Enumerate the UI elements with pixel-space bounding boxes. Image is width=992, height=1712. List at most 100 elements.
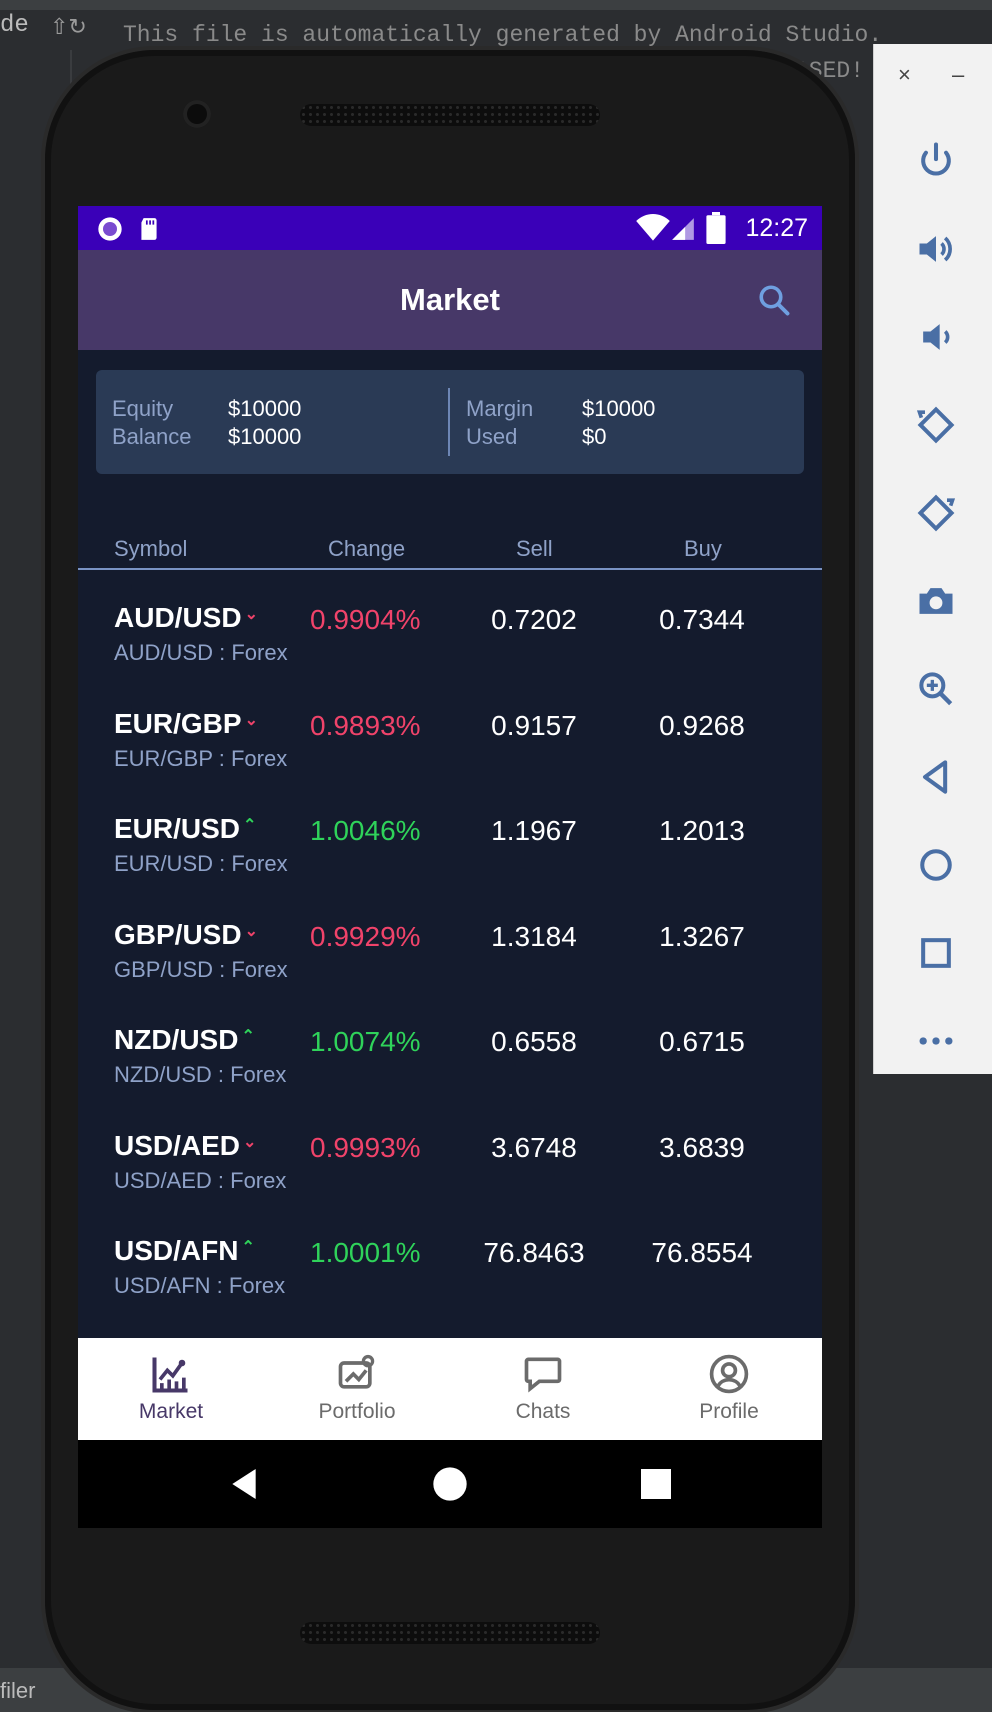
table-row[interactable]: EUR/USD ⌃ EUR/USD : Forex 1.0046% 1.1967 … <box>78 781 822 887</box>
ide-code-line: This file is automatically generated by … <box>123 22 883 48</box>
page-title: Market <box>400 282 500 317</box>
change-value: 0.9929% <box>310 920 421 952</box>
ide-left-text: de <box>0 12 29 39</box>
symbol-market: AUD/USD : Forex <box>114 640 288 665</box>
buy-price: 3.6839 <box>659 1131 745 1163</box>
trend-arrow-icon: ⌄ <box>244 606 258 623</box>
symbol-name: EUR/GBP ⌄ <box>114 707 258 739</box>
change-value: 0.9993% <box>310 1131 421 1163</box>
header-sell: Sell <box>516 536 553 561</box>
change-value: 1.0074% <box>310 1026 421 1057</box>
top-speaker <box>300 104 600 126</box>
header-change: Change <box>328 536 406 561</box>
balance-value: $10000 <box>228 424 302 449</box>
zoom-icon[interactable] <box>911 664 961 714</box>
sell-price: 1.1967 <box>491 815 577 846</box>
table-row[interactable]: EUR/GBP ⌄ EUR/GBP : Forex 0.9893% 0.9157 … <box>78 676 822 782</box>
wifi-icon <box>636 214 670 241</box>
table-row[interactable]: GBP/USD ⌄ GBP/USD : Forex 0.9929% 1.3184 … <box>78 887 822 993</box>
rotate-right-icon[interactable] <box>911 488 961 538</box>
table-header: Symbol Change Sell Buy <box>78 526 822 570</box>
front-camera <box>183 100 211 128</box>
status-bar: 12:27 <box>78 206 822 250</box>
symbol-name: EUR/USD ⌃ <box>114 813 257 844</box>
signal-icon <box>672 218 694 240</box>
record-icon <box>98 217 122 241</box>
system-overview-icon[interactable] <box>636 1464 676 1504</box>
power-icon[interactable] <box>911 136 961 186</box>
used-value: $0 <box>582 424 607 449</box>
nav-label: Portfolio <box>318 1400 396 1423</box>
overview-icon[interactable] <box>911 928 961 978</box>
symbol-market: USD/AED : Forex <box>114 1167 287 1193</box>
nav-label: Chats <box>515 1400 571 1423</box>
buy-price: 1.2013 <box>659 815 745 846</box>
buy-price: 0.9268 <box>659 709 745 741</box>
buy-price: 0.6715 <box>659 1026 745 1057</box>
header-symbol: Symbol <box>114 536 188 561</box>
table-row[interactable]: NZD/USD ⌃ NZD/USD : Forex 1.0074% 0.6558 … <box>78 992 822 1098</box>
symbol-name: AUD/USD ⌄ <box>114 602 258 633</box>
bottom-speaker <box>300 1622 600 1644</box>
equity-value: $10000 <box>228 396 302 421</box>
sell-price: 1.3184 <box>491 920 577 952</box>
margin-label: Margin <box>466 396 534 421</box>
portfolio-icon <box>338 1354 375 1389</box>
system-back-icon[interactable] <box>224 1464 264 1504</box>
table-row[interactable]: USD/AED ⌄ USD/AED : Forex 0.9993% 3.6748 … <box>78 1098 822 1204</box>
sd-card-icon <box>141 218 157 240</box>
nav-label: Profile <box>699 1400 759 1423</box>
search-icon[interactable] <box>756 282 792 318</box>
sell-price: 0.9157 <box>491 709 577 741</box>
table-row[interactable]: USD/AFN ⌃ USD/AFN : Forex 1.0001% 76.8463… <box>78 1203 822 1309</box>
nav-profile[interactable]: Profile <box>636 1348 822 1438</box>
phone-screen: 12:27 Market Equity $10000 Balance $1000… <box>78 206 822 1528</box>
status-time: 12:27 <box>745 214 808 242</box>
nav-chats[interactable]: Chats <box>450 1348 636 1438</box>
symbol-market: USD/AFN : Forex <box>114 1273 286 1298</box>
symbol-name: NZD/USD ⌃ <box>114 1024 255 1055</box>
camera-icon[interactable] <box>911 576 961 626</box>
symbol-name: USD/AED ⌄ <box>114 1129 257 1161</box>
change-value: 0.9893% <box>310 709 421 741</box>
home-icon[interactable] <box>911 840 961 890</box>
change-value: 0.9904% <box>310 604 421 635</box>
nav-market[interactable]: Market <box>78 1348 264 1438</box>
minimize-icon[interactable]: – <box>952 62 965 87</box>
chart-icon <box>152 1357 188 1393</box>
buy-price: 76.8554 <box>651 1237 753 1268</box>
nav-portfolio[interactable]: Portfolio <box>264 1348 450 1438</box>
symbol-name: USD/AFN ⌃ <box>114 1235 255 1266</box>
sell-price: 76.8463 <box>483 1237 585 1268</box>
symbol-market: EUR/USD : Forex <box>114 851 288 876</box>
volume-down-icon[interactable] <box>911 312 961 362</box>
rotate-left-icon[interactable] <box>911 400 961 450</box>
system-home-icon[interactable] <box>430 1464 470 1504</box>
trend-arrow-icon: ⌄ <box>243 1133 257 1151</box>
buy-price: 0.7344 <box>659 604 745 635</box>
account-summary: Equity $10000 Balance $10000 Margin $100… <box>96 370 804 474</box>
ide-git-icons[interactable]: ⇧↻ <box>50 14 87 39</box>
volume-up-icon[interactable] <box>911 224 961 274</box>
ide-bottom-text: filer <box>0 1678 36 1703</box>
more-icon[interactable] <box>911 1016 961 1066</box>
header-buy: Buy <box>684 536 722 561</box>
symbol-market: EUR/GBP : Forex <box>114 745 288 771</box>
symbol-market: NZD/USD : Forex <box>114 1062 287 1087</box>
symbol-market: GBP/USD : Forex <box>114 956 288 982</box>
table-row[interactable]: AUD/USD ⌄ AUD/USD : Forex 0.9904% 0.7202 … <box>78 570 822 676</box>
trend-arrow-icon: ⌃ <box>241 1239 255 1256</box>
battery-icon <box>706 212 726 244</box>
market-list: AUD/USD ⌄ AUD/USD : Forex 0.9904% 0.7202 … <box>78 570 822 1309</box>
bottom-navigation: Market Portfolio Chats Profile <box>78 1338 822 1440</box>
emulator-toolbar: × – <box>873 44 992 1074</box>
sell-price: 0.6558 <box>491 1026 577 1057</box>
trend-arrow-icon: ⌄ <box>244 922 258 940</box>
close-icon[interactable]: × <box>898 62 911 87</box>
summary-divider <box>448 388 450 456</box>
profile-icon <box>709 1354 749 1394</box>
back-icon[interactable] <box>911 752 961 802</box>
trend-arrow-icon: ⌄ <box>244 711 258 729</box>
sell-price: 3.6748 <box>491 1131 577 1163</box>
system-navigation-bar <box>78 1440 822 1528</box>
